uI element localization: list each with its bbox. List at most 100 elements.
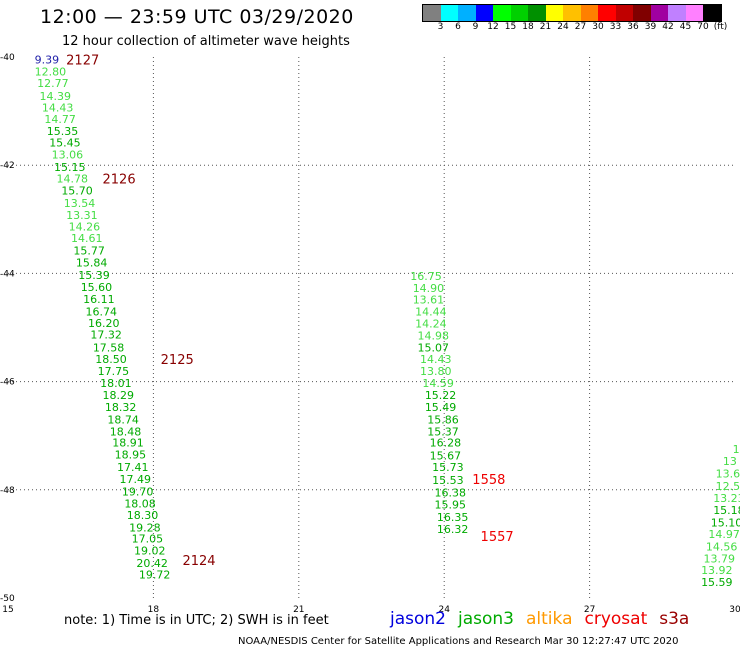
color-scale-label: 36 [627,22,639,32]
wave-height-value: 15.49 [425,401,457,414]
x-tick-label: 30 [729,605,740,615]
wave-height-value: 13.23 [713,492,740,505]
satellite-legend: jason2 jason3 altika cryosat s3a [390,609,701,629]
chart-title: 12:00 — 23:59 UTC 03/29/2020 [40,6,354,28]
wave-height-value: 13.80 [420,365,452,378]
wave-height-value: 18.50 [95,353,127,366]
wave-height-value: 18.91 [112,437,144,450]
wave-height-value: 15.70 [61,185,93,198]
wave-height-value: 15.35 [47,125,78,138]
x-tick-label: 24 [438,605,450,615]
wave-height-value: 14.24 [415,318,447,331]
wave-height-value: 12 [733,443,740,456]
wave-height-value: 13.61 [413,293,445,306]
wave-height-value: 15.67 [430,450,462,463]
wave-height-value: 15.37 [427,425,459,438]
wave-height-value: 15.53 [432,474,464,487]
wave-height-value: 18.48 [110,425,142,438]
wave-height-value: 17.58 [93,342,125,355]
wave-height-value: 17.05 [132,532,164,545]
color-scale-cell [633,5,651,21]
wave-height-value: 18.30 [127,509,159,522]
color-scale-label: 45 [679,22,692,32]
wave-height-value: 16.35 [437,511,469,524]
y-tick-label: -44 [0,269,15,279]
wave-height-value: 16.28 [430,437,462,450]
color-scale-label: 33 [609,22,622,32]
wave-height-value: 14.77 [44,113,76,126]
credit-line: NOAA/NESDIS Center for Satellite Applica… [238,636,679,647]
wave-height-value: 16.38 [435,487,467,500]
track-label: 2127 [66,54,99,69]
wave-height-value: 15.18 [713,504,740,517]
satellite-legend-item: s3a [659,609,690,629]
footnote: note: 1) Time is in UTC; 2) SWH is in fe… [64,613,329,628]
data-points: 9.3912.8012.7714.3914.4314.7715.3515.451… [35,54,740,589]
wave-height-value: 13.31 [66,209,98,222]
wave-height-value: 15.07 [418,342,450,355]
color-scale-label: 27 [574,22,587,32]
wave-height-value: 16.20 [88,317,120,330]
wave-height-value: 15.86 [427,413,459,426]
color-scale-label: 18 [522,22,534,32]
wave-height-value: 18.01 [100,377,132,390]
wave-height-value: 14.59 [422,377,454,390]
y-tick-label: -46 [0,378,15,388]
wave-height-value: 18.95 [115,449,147,462]
track-labels: 2127 2126 2125 2124 1558 1557 [66,54,513,569]
color-scale-cell [598,5,616,21]
wave-height-value: 15.84 [76,257,108,270]
wave-height-value: 13.54 [64,197,95,210]
y-tick-label: -42 [0,161,15,171]
color-scale-label: 6 [455,22,461,32]
wave-height-value: 14.39 [40,90,72,103]
wave-height-value: 17.32 [90,329,122,342]
wave-height-value: 15.39 [78,269,110,282]
color-scale-label: 12 [487,22,499,32]
color-scale-cell [650,5,668,21]
wave-height-value: 14.90 [413,282,445,295]
color-scale-cell [703,5,721,21]
color-scale-cell [545,5,563,21]
satellite-legend-item: cryosat [584,609,648,629]
wave-height-value: 15.77 [73,245,105,258]
wave-height-value: 14.43 [420,353,452,366]
color-scale-label: 42 [662,22,674,32]
satellite-legend-item: jason2 [390,609,446,629]
color-scale-label: 70 [697,22,709,32]
track-label: 2124 [182,554,215,569]
wave-height-value: 12.80 [35,66,66,79]
wave-height-value: 15.22 [425,389,457,402]
wave-height-value: 17.75 [98,365,130,378]
chart-subtitle: 12 hour collection of altimeter wave hei… [62,34,350,49]
color-scale-cell [580,5,598,21]
track-label: 2126 [103,173,136,188]
wave-height-value: 20.42 [136,557,168,570]
color-scale-cell [668,5,686,21]
wave-height-value: 13.06 [52,148,83,161]
x-tick-label: 15 [2,605,13,615]
y-tick-label: -50 [0,594,15,604]
color-scale-label: 15 [504,22,517,32]
color-scale-bar [422,4,722,22]
color-scale-cell [563,5,581,21]
wave-height-value: 12.77 [37,77,69,90]
wave-height-value: 14.61 [71,232,103,245]
wave-height-value: 14.78 [56,173,88,186]
wave-height-value: 16.74 [86,305,118,318]
wave-height-value: 16.32 [437,523,469,536]
wave-height-value: 15.60 [81,281,113,294]
track-label: 2125 [161,353,194,368]
color-scale-cell [440,5,458,21]
wave-height-value: 15.45 [49,136,81,149]
x-tick-label: 27 [584,605,595,615]
satellite-legend-item: altika [526,609,573,629]
color-scale-cell [528,5,546,21]
color-scale-cell [493,5,511,21]
wave-height-value: 14.43 [42,101,74,114]
wave-height-value: 15.10 [711,516,740,529]
y-tick-label: -48 [0,486,15,496]
wave-height-value: 19.72 [139,569,171,582]
wave-height-value: 14.56 [706,541,738,554]
